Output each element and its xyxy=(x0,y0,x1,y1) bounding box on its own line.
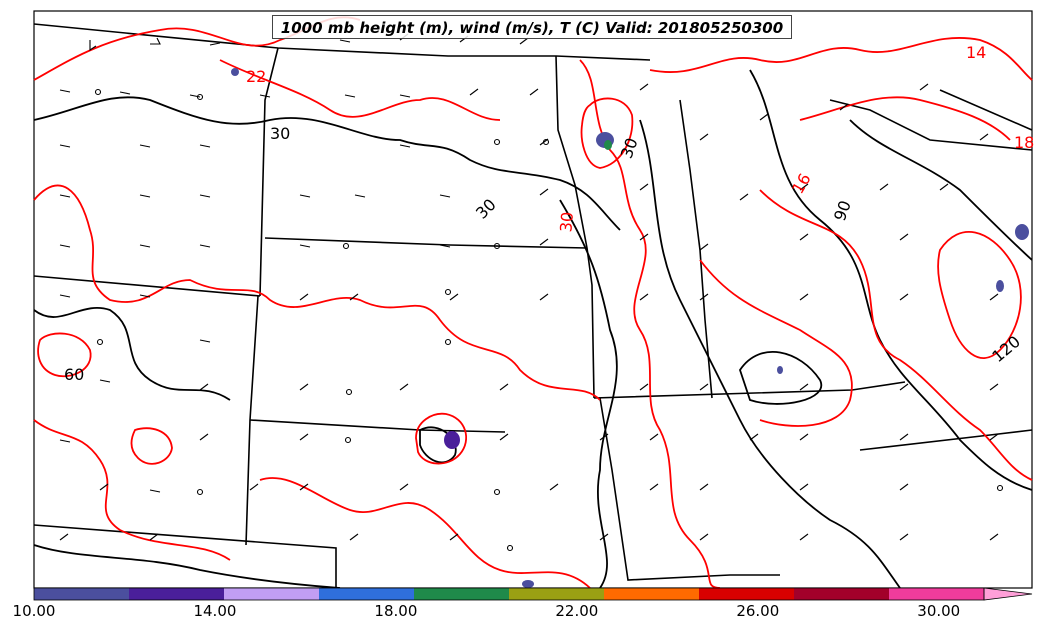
colorbar-outline xyxy=(33,587,985,601)
temp-label-30a: 30 xyxy=(270,124,290,143)
colorbar-tick-label: 30.00 xyxy=(917,602,961,620)
colorbar-segment xyxy=(34,588,130,600)
temp-label-18: 18 xyxy=(1014,133,1034,152)
colorbar-segment xyxy=(889,588,985,600)
precip-blobs xyxy=(231,68,1029,588)
colorbar-segment xyxy=(319,588,415,600)
plot-title: 1000 mb height (m), wind (m/s), T (C) Va… xyxy=(272,15,792,39)
calm-wind-circles xyxy=(94,88,1004,552)
colorbar-segment xyxy=(794,588,890,600)
colorbar-segment xyxy=(129,588,225,600)
colorbar-segment xyxy=(604,588,700,600)
colorbar-tick-label: 10.00 xyxy=(12,602,56,620)
colorbar-segment xyxy=(414,588,510,600)
temp-label-22: 22 xyxy=(246,67,266,86)
colorbar-extend-arrow xyxy=(983,587,1033,601)
colorbar-tick-label: 26.00 xyxy=(736,602,780,620)
temp-label-60: 60 xyxy=(64,365,84,384)
colorbar-tick-label: 22.00 xyxy=(555,602,599,620)
colorbar-tick-label: 14.00 xyxy=(193,602,237,620)
temp-label-14: 14 xyxy=(966,43,986,62)
colorbar-segment xyxy=(509,588,605,600)
colorbar xyxy=(33,587,1033,601)
temperature-contours xyxy=(33,16,1033,589)
colorbar-segment xyxy=(224,588,320,600)
colorbar-segment xyxy=(699,588,795,600)
colorbar-tick-label: 18.00 xyxy=(374,602,418,620)
temp-label-30c: 30 xyxy=(556,211,577,233)
contour-labels: 30 30 30 30 60 90 120 14 16 18 22 xyxy=(64,43,1034,384)
wind-barbs xyxy=(59,33,999,541)
